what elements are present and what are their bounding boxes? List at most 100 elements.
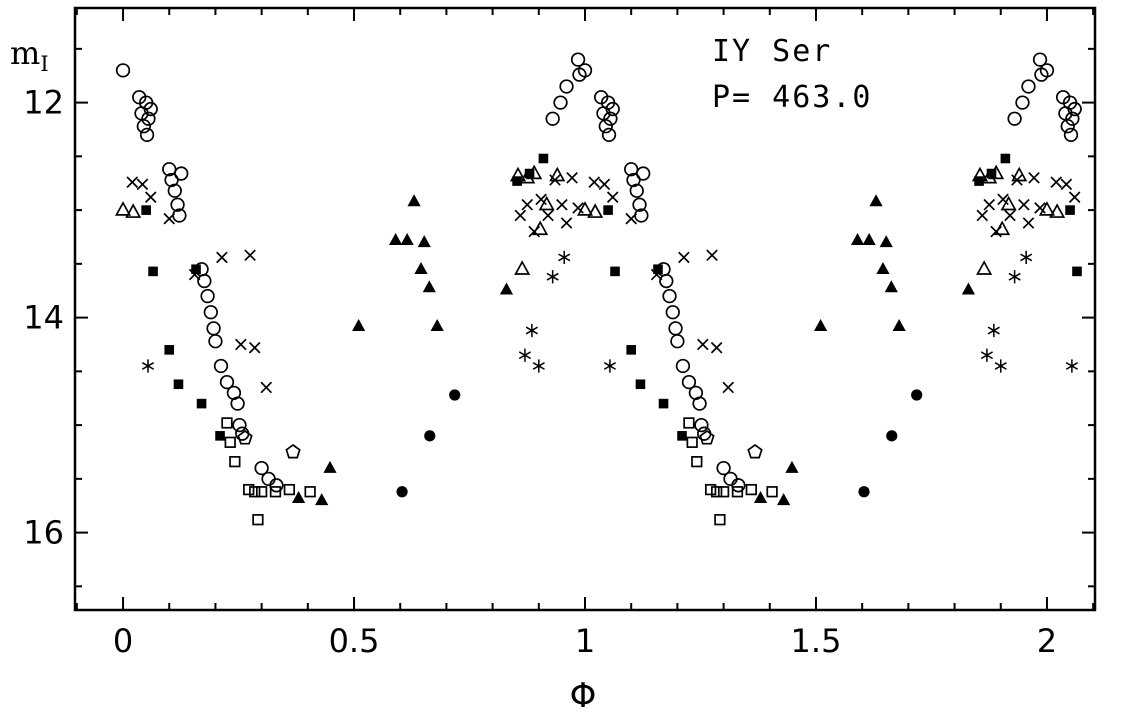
filled-triangle-marker [400,233,414,245]
open-circle-marker [254,460,269,476]
filled-triangle-marker [323,460,337,473]
filled-triangle-marker [879,235,893,248]
open-circle-marker [603,111,618,126]
open-triangle-marker [549,166,566,182]
y-tick-label: 12 [23,84,64,122]
open-circle-marker [197,273,212,289]
cross-marker [163,212,176,225]
asterisk-marker [518,348,532,362]
plot-frame [73,6,1097,612]
cross-marker [606,191,619,204]
cross-marker [144,191,157,204]
open-circle-marker [629,183,644,198]
open-circle-marker [167,183,182,198]
cross-marker [650,268,663,281]
filled-circle-marker [858,486,870,498]
x-tick-label: 1.5 [791,622,842,660]
open-circle-marker [662,288,677,304]
series-asterisk [141,250,1078,373]
filled-square-marker [215,431,225,441]
cross-marker [1050,176,1063,188]
filled-square-marker [173,379,184,390]
filled-square-marker [658,398,669,409]
filled-triangle-marker [884,280,898,293]
open-circle-marker [670,334,685,349]
series-open-square [221,417,778,526]
open-square-marker [224,436,236,448]
y-tick-label: 16 [23,514,64,552]
open-square-marker [731,486,744,498]
filled-triangle-marker [499,282,514,295]
y-axis-label: mI [10,34,49,76]
asterisk-marker [987,323,1000,338]
series-open-pentagon [237,429,763,459]
filled-circle-marker [396,486,408,498]
open-triangle-marker [125,203,142,218]
asterisk-marker [532,359,545,373]
filled-triangle-marker [388,233,403,245]
open-circle-marker [203,305,218,320]
cross-marker [566,172,578,184]
open-triangle-marker [976,260,993,275]
open-circle-marker [170,197,185,212]
open-circle-marker [570,52,586,67]
asterisk-marker [141,359,155,373]
filled-triangle-marker [850,233,865,245]
cross-marker [1068,191,1081,204]
open-square-marker [255,486,268,498]
filled-triangle-marker [352,319,366,331]
open-triangle-marker [576,201,594,216]
open-triangle-marker [532,220,549,236]
open-circle-marker [731,478,746,493]
open-circle-marker [200,288,215,304]
filled-square-marker [164,345,175,355]
filled-triangle-marker [407,194,421,207]
open-triangle-marker [514,260,531,275]
open-triangle-marker [1000,195,1017,211]
cross-marker [1060,178,1073,191]
open-circle-marker [1067,101,1082,117]
x-tick-label: 0.5 [329,622,380,660]
open-circle-marker [208,334,223,349]
open-square-marker [249,486,261,498]
open-triangle-marker [981,168,998,184]
open-circle-marker [675,358,691,374]
open-triangle-marker [587,203,604,218]
filled-triangle-marker [892,319,906,331]
open-circle-marker [1021,79,1036,94]
series-open-circle [115,52,1082,493]
open-circle-marker [572,67,587,82]
filled-square-marker [538,153,549,164]
filled-square-marker [191,264,201,275]
cross-marker [983,198,996,211]
open-circle-marker [598,119,613,134]
open-triangle-marker [1049,203,1066,218]
open-triangle-marker [509,166,527,182]
open-square-marker [717,486,730,498]
filled-triangle-marker [961,282,976,295]
asterisk-marker [546,270,559,284]
cross-marker [136,178,149,191]
open-circle-marker [659,273,674,289]
open-triangle-marker [526,164,543,180]
open-circle-marker [545,111,560,126]
open-square-marker [252,514,264,526]
cross-marker [722,381,735,394]
star-name-label: IY Ser [712,34,833,69]
cross-marker [235,338,247,351]
open-circle-marker [174,166,189,181]
filled-square-marker [626,345,636,355]
open-square-marker [714,514,726,526]
y-axis-label-subscript: I [40,52,49,76]
open-circle-marker [139,127,155,143]
open-square-marker [229,456,241,468]
open-pentagon-marker [285,443,301,459]
cross-marker [588,176,601,188]
open-circle-marker [632,197,647,212]
filled-square-marker [1065,205,1075,215]
filled-square-marker [141,205,151,215]
filled-triangle-marker [813,319,828,331]
open-square-marker [745,483,757,496]
asterisk-marker [994,359,1007,373]
cross-marker [678,251,690,264]
